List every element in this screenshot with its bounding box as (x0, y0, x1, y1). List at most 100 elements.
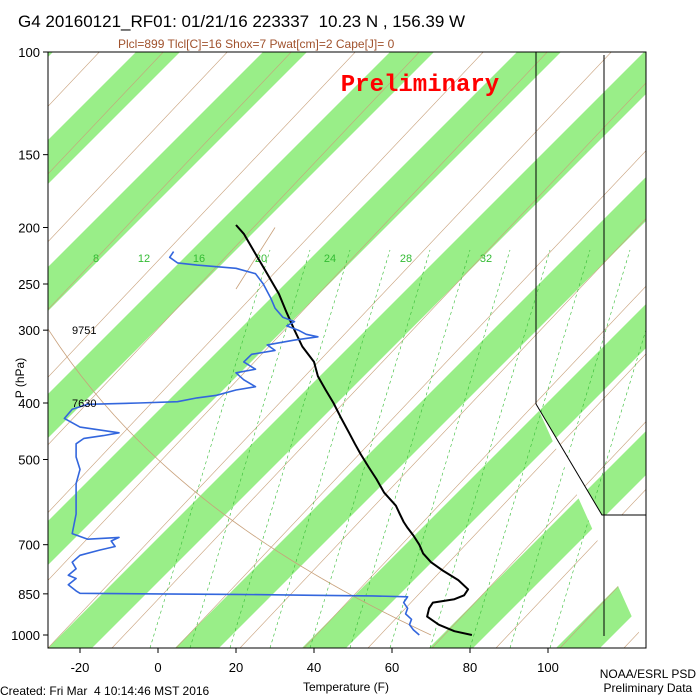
y-tick-label: 1000 (11, 628, 40, 643)
moist-adiabat (103, 402, 115, 416)
dry-adiabat (111, 82, 646, 648)
moist-adiabat (332, 584, 344, 592)
credit-block: NOAA/ESRL PSD Preliminary Data (600, 667, 696, 695)
series-temperature-line (235, 224, 473, 636)
moist-adiabat (59, 346, 71, 363)
moist-adiabat (157, 459, 170, 470)
dry-adiabat (48, 52, 484, 514)
y-tick-label: 150 (18, 148, 40, 163)
moist-adiabat (92, 389, 104, 404)
x-tick-label: 40 (307, 660, 321, 675)
y-tick-label: 400 (18, 396, 40, 411)
moist-adiabat (235, 227, 276, 290)
moist-adiabat (321, 578, 333, 586)
moist-adiabat (365, 602, 377, 609)
x-tick-label: 80 (463, 660, 477, 675)
moist-adiabat (256, 537, 268, 546)
x-axis-label: Temperature (F) (303, 680, 389, 694)
isotherm-band (48, 52, 307, 311)
moist-adiabat (201, 496, 213, 506)
moist-adiabat (135, 438, 148, 450)
moist-adiabat (146, 448, 159, 460)
y-axis-label: P (hPa) (13, 358, 27, 398)
dry-adiabat (239, 217, 646, 648)
mixing-ratio-line (549, 328, 646, 648)
moist-adiabat (245, 529, 257, 538)
plot-background: 8 12 16 20 24 28 32 (0, 0, 700, 648)
moist-adiabat (354, 596, 366, 603)
mixing-ratio-label: 20 (255, 253, 267, 265)
moist-adiabat (419, 629, 432, 636)
dry-adiabat (367, 353, 646, 648)
moist-adiabat (168, 469, 181, 480)
x-tick-label: 20 (229, 660, 243, 675)
isotherm-band (48, 52, 180, 184)
mixing-ratio-label: 12 (138, 253, 150, 265)
y-tick-label: 500 (18, 452, 40, 467)
moist-adiabat (5, 252, 16, 274)
x-tick-label: 60 (385, 660, 399, 675)
created-timestamp: Created: Fri Mar 4 10:14:46 MST 2016 (0, 684, 210, 698)
dry-adiabat (48, 52, 100, 107)
isotherm-band (302, 304, 646, 648)
moist-adiabat (387, 613, 399, 620)
moist-adiabat (277, 551, 290, 560)
isotherm-band (48, 52, 646, 648)
moist-adiabat (70, 361, 82, 377)
moist-adiabat (27, 294, 38, 313)
trace-layer (63, 224, 473, 636)
x-tick-label: 100 (537, 660, 559, 675)
mixing-ratio-label: 24 (324, 253, 336, 265)
dry-adiabat (48, 52, 164, 175)
chart-title: G4 20160121_RF01: 01/21/16 223337 10.23 … (18, 12, 466, 31)
moist-adiabat (266, 544, 279, 553)
mixing-ratio-label: 32 (480, 253, 492, 265)
moist-adiabat (190, 487, 202, 498)
isotherm-band (48, 52, 434, 438)
moist-adiabat (299, 565, 312, 573)
dry-adiabat (688, 0, 700, 648)
axes-layer: 100 150 200 250 300 400 500 700 850 1000 -20 0 20 40 6… (11, 45, 559, 675)
moist-adiabat (212, 505, 224, 515)
dry-adiabat (175, 150, 646, 648)
dry-adiabat (303, 285, 646, 648)
isotherm-band (175, 177, 646, 648)
wind-profile-mask (536, 404, 646, 648)
moist-adiabat (376, 607, 388, 615)
moist-adiabat (81, 376, 93, 391)
mixing-ratio-label: 8 (93, 253, 99, 265)
moist-adiabat (310, 571, 323, 579)
y-tick-label: 250 (18, 277, 40, 292)
y-tick-label: 700 (18, 538, 40, 553)
height-label: 7630 (72, 398, 96, 410)
mixing-ratio-label: 16 (193, 253, 205, 265)
isotherm-band (48, 52, 53, 57)
y-tick-label: 850 (18, 587, 40, 602)
y-tick-label: 100 (18, 45, 40, 60)
mixing-ratio-label: 28 (400, 253, 412, 265)
moist-adiabat (48, 329, 61, 347)
moist-adiabat (179, 478, 192, 489)
isotherm-band (683, 52, 700, 648)
dry-adiabat (431, 421, 646, 648)
chart-subtitle: Plcl=899 Tlcl[C]=16 Shox=7 Pwat[cm]=2 Ca… (118, 37, 395, 51)
dry-adiabat (48, 52, 612, 648)
height-label: 9751 (72, 325, 96, 337)
moist-adiabat (223, 513, 235, 523)
credit-note: Preliminary Data (603, 681, 693, 695)
series-dewpoint-line (63, 251, 420, 636)
dry-adiabat (48, 52, 420, 446)
credit-org: NOAA/ESRL PSD (599, 667, 696, 681)
moist-adiabat (398, 618, 410, 626)
moist-adiabat (234, 521, 246, 531)
dry-adiabat (48, 52, 356, 378)
wind-profile-edge (535, 52, 646, 516)
x-tick-label: -20 (71, 660, 90, 675)
moist-adiabat (114, 415, 126, 428)
moist-adiabat (288, 558, 301, 566)
x-tick-label: 0 (154, 660, 161, 675)
dry-adiabat (48, 52, 228, 243)
y-tick-label: 200 (18, 221, 40, 236)
dry-adiabat (0, 0, 92, 648)
